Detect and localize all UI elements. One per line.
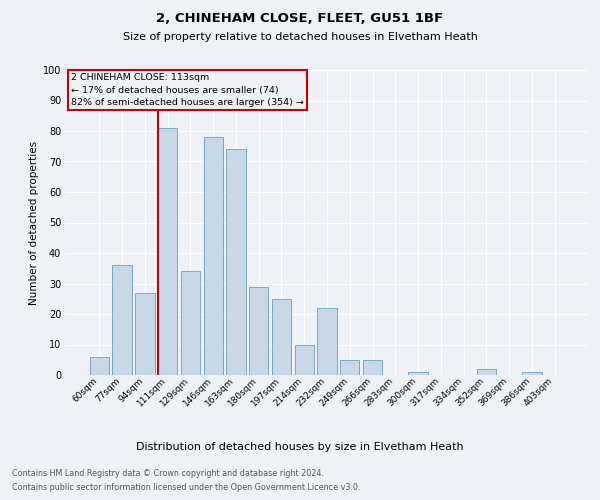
Bar	[181, 272, 200, 375]
Bar	[340, 360, 359, 375]
Text: Distribution of detached houses by size in Elvetham Heath: Distribution of detached houses by size …	[136, 442, 464, 452]
Bar	[317, 308, 337, 375]
Bar	[409, 372, 428, 375]
Text: Contains public sector information licensed under the Open Government Licence v3: Contains public sector information licen…	[12, 484, 361, 492]
Bar	[363, 360, 382, 375]
Text: 2 CHINEHAM CLOSE: 113sqm
← 17% of detached houses are smaller (74)
82% of semi-d: 2 CHINEHAM CLOSE: 113sqm ← 17% of detach…	[71, 73, 304, 107]
Bar	[476, 369, 496, 375]
Bar	[272, 298, 291, 375]
Bar	[135, 292, 155, 375]
Text: Contains HM Land Registry data © Crown copyright and database right 2024.: Contains HM Land Registry data © Crown c…	[12, 468, 324, 477]
Bar	[249, 286, 268, 375]
Bar	[203, 137, 223, 375]
Bar	[158, 128, 178, 375]
Bar	[295, 344, 314, 375]
Y-axis label: Number of detached properties: Number of detached properties	[29, 140, 38, 304]
Bar	[226, 150, 245, 375]
Bar	[112, 265, 132, 375]
Text: 2, CHINEHAM CLOSE, FLEET, GU51 1BF: 2, CHINEHAM CLOSE, FLEET, GU51 1BF	[157, 12, 443, 26]
Text: Size of property relative to detached houses in Elvetham Heath: Size of property relative to detached ho…	[122, 32, 478, 42]
Bar	[90, 356, 109, 375]
Bar	[522, 372, 542, 375]
